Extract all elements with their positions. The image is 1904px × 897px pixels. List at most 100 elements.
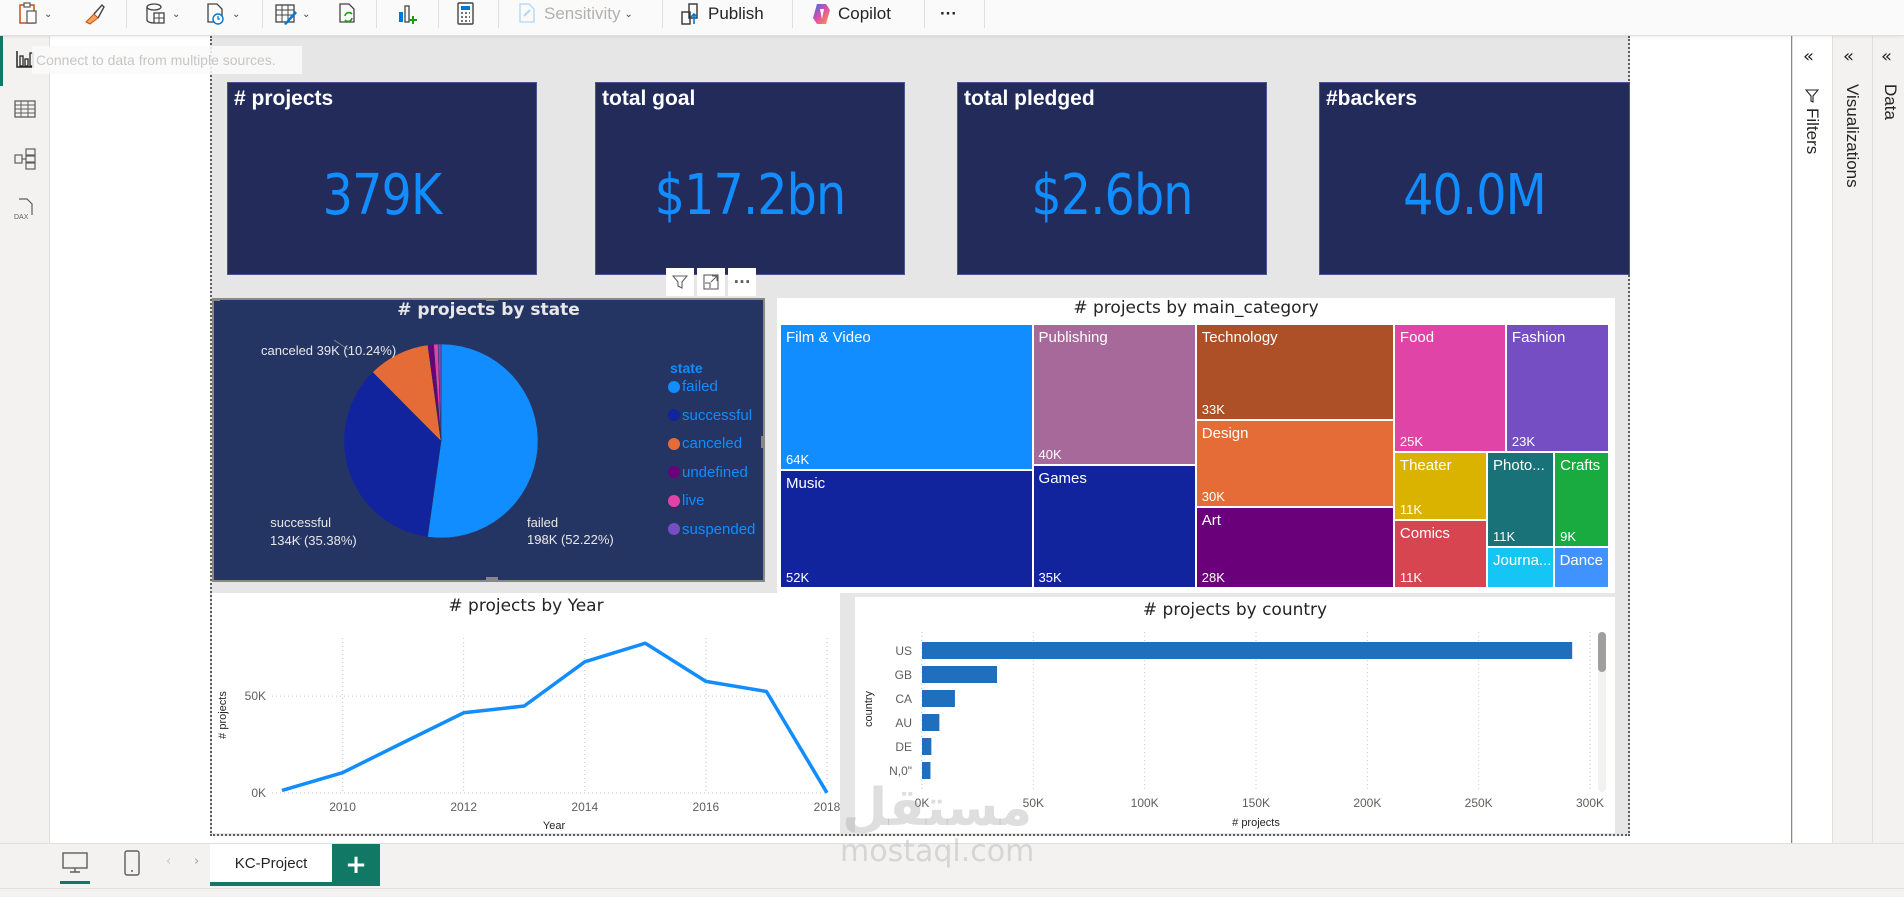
model-view-button[interactable] [10,144,40,174]
treemap-cell[interactable]: Games 35K [1032,464,1196,588]
kpi-card-backers[interactable]: #backers 40.0M [1319,82,1630,275]
filter-icon [1804,88,1820,107]
expand-visualizations-icon[interactable]: « [1843,46,1855,67]
resize-handle[interactable] [761,436,764,448]
new-visual-button[interactable] [396,0,420,28]
pie-slice-suspended[interactable] [437,343,442,442]
pie-slice-failed[interactable] [427,343,539,539]
line-series[interactable] [281,641,829,794]
treemap-cell[interactable]: Journa... [1487,546,1554,588]
resize-handle[interactable] [486,298,498,301]
legend-item-successful[interactable]: successful [668,407,752,424]
bar-de[interactable] [922,738,932,755]
bar-au[interactable] [922,714,940,731]
treemap-cell[interactable]: Publishing 40K [1032,324,1196,465]
line-chart-year[interactable]: # projects by Year 0K 50K 2010 2012 2014 2016 2… [212,593,841,833]
visualizations-pane[interactable]: « Visualizations [1832,36,1872,843]
kpi-card-total-goal[interactable]: total goal $17.2bn [595,82,905,275]
resize-handle[interactable] [486,577,498,580]
bar-gb[interactable] [922,666,998,683]
treemap-value: 28K [1201,569,1225,585]
scrollbar-track[interactable] [1598,632,1606,792]
treemap-cell[interactable]: Art 28K [1195,506,1394,588]
table-edit-icon [275,4,297,25]
treemap-cell[interactable]: Design 30K [1195,419,1394,507]
publish-label: Publish [708,4,764,23]
expand-filters-icon[interactable]: « [1803,46,1815,67]
treemap-label: Theater [1399,457,1452,475]
get-data-button[interactable]: ⌄ [144,0,180,28]
clipboard-icon [19,2,37,24]
treemap-main-category[interactable]: # projects by main_category Film & Video… [777,298,1615,593]
visual-header: ··· [666,268,756,296]
scroll-pages-right-icon[interactable]: › [194,854,200,869]
y-tick-label: US [895,644,912,658]
recent-sources-button[interactable]: ⌄ [204,0,240,28]
format-painter-button[interactable] [82,0,106,28]
bar-ca[interactable] [922,690,955,707]
visual-more-options-button[interactable]: ··· [728,268,756,296]
toolbar-separator [792,0,793,28]
visualizations-label: Visualizations [1843,84,1862,188]
legend-item-live[interactable]: live [668,492,705,509]
bar-n0[interactable] [922,762,931,779]
scroll-pages-left-icon[interactable]: ‹ [166,854,172,869]
new-measure-button[interactable] [455,0,477,28]
transform-data-button[interactable]: ⌄ [274,0,310,28]
expand-data-icon[interactable]: « [1881,46,1893,67]
treemap-cell[interactable]: Theater 11K [1393,452,1488,521]
publish-button[interactable]: Publish [680,0,764,28]
scrollbar-thumb[interactable] [1598,632,1606,672]
filter-visual-button[interactable] [666,268,694,296]
page-navigation-bar: ‹ › KC-Project + [0,843,1904,890]
legend-label: failed [682,378,718,395]
kpi-value: $17.2bn [654,163,847,228]
treemap-cell[interactable]: Photo... 11K [1487,452,1555,547]
copilot-button[interactable]: Copilot [810,0,891,28]
sensitivity-button[interactable]: Sensitivity ⌄ [516,0,633,28]
data-pane[interactable]: « Data [1872,36,1904,843]
paste-button[interactable]: ⌄ [18,0,52,28]
mobile-layout-button[interactable] [124,850,140,880]
legend-item-suspended[interactable]: suspended [668,521,755,538]
pie-slice-successful[interactable] [343,371,442,538]
chevron-down-icon: ⌄ [44,8,53,20]
treemap-cell[interactable]: Crafts 9K [1554,452,1609,547]
treemap-area: Film & Video 64K Music 52K Publishing 40K Game… [780,324,1609,588]
legend-item-failed[interactable]: failed [668,378,718,395]
legend-item-undefined[interactable]: undefined [668,464,748,481]
treemap-cell[interactable]: Fashion 23K [1505,324,1609,453]
filters-pane[interactable]: « Filters [1792,36,1832,843]
treemap-cell[interactable]: Food 25K [1393,324,1506,453]
svg-text:DAX: DAX [14,214,29,221]
status-bar [0,888,1904,897]
more-options-button[interactable]: ··· [940,4,957,23]
treemap-cell[interactable]: Film & Video 64K [780,324,1033,470]
desktop-layout-button[interactable] [60,852,90,884]
report-view-button[interactable] [10,44,40,74]
treemap-value: 25K [1399,434,1424,450]
table-view-button[interactable] [10,94,40,124]
kpi-card-total-pledged[interactable]: total pledged $2.6bn [957,82,1267,275]
sensitivity-label-icon [519,3,535,23]
bar-us[interactable] [922,642,1573,659]
toolbar-separator [376,0,377,28]
x-axis-title: Year [543,820,566,832]
kpi-card-projects[interactable]: # projects 379K [227,82,537,275]
treemap-cell[interactable]: Music 52K [780,469,1033,588]
treemap-cell[interactable]: Dance [1553,546,1609,588]
pie-label-successful: successful [260,514,331,531]
focus-mode-button[interactable] [697,268,725,296]
refresh-button[interactable] [336,0,360,28]
legend-item-canceled[interactable]: canceled [668,435,742,452]
treemap-label: Photo... [1493,457,1545,475]
y-tick-label: GB [895,668,912,682]
page-tab-kc-project[interactable]: KC-Project [210,844,332,886]
pie-chart-state[interactable]: # projects by state canceled 39K (10.24%… [212,298,765,582]
dax-query-view-button[interactable]: DAX [10,194,40,224]
treemap-cell[interactable]: Comics 11K [1393,520,1488,588]
bar-chart-country[interactable]: # projects by country 0K 50K 100K 150K 200K 25… [855,597,1615,833]
add-page-button[interactable]: + [332,844,380,886]
resize-handle[interactable] [212,298,220,301]
treemap-cell[interactable]: Technology 33K [1195,324,1394,420]
